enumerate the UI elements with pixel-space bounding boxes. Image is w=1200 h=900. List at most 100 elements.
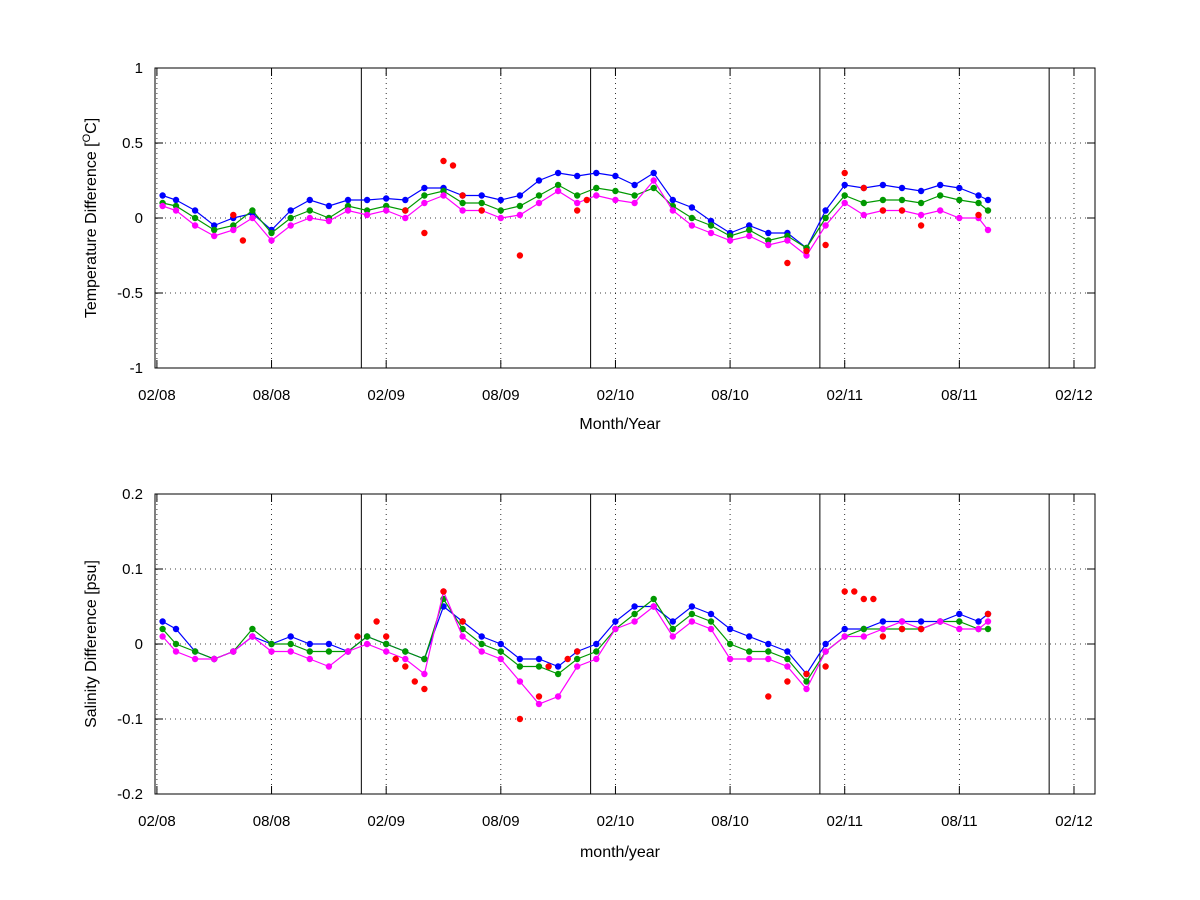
salinity-series-3-point-12 — [564, 655, 571, 663]
salinity-series-2-point-43 — [975, 625, 982, 633]
salinity-series-1-point-19 — [516, 663, 524, 670]
temperature-series-0-point-19 — [516, 192, 524, 199]
salinity-series-1-point-29 — [707, 618, 715, 625]
salinity-y-axis-label: Salinity Difference [psu] — [83, 560, 100, 728]
salinity-series-3-point-10 — [535, 693, 543, 700]
salinity-series-2-point-44 — [984, 618, 992, 625]
salinity-series-0-point-25 — [631, 603, 638, 610]
temperature-series-2-point-14 — [421, 199, 428, 207]
salinity-series-2-point-27 — [669, 633, 676, 640]
salinity-series-3-point-4 — [402, 663, 409, 670]
temperature-series-0-point-12 — [383, 195, 390, 202]
salinity-series-2-point-33 — [784, 663, 791, 670]
temperature-series-3-point-12 — [803, 247, 810, 255]
salinity-series-2-point-12 — [383, 648, 390, 655]
salinity-series-3-point-3 — [392, 655, 399, 663]
temperature-series-2-point-29 — [707, 229, 715, 237]
salinity-series-1-point-11 — [363, 633, 371, 640]
salinity-series-2-point-24 — [612, 625, 619, 633]
temperature-series-2-point-11 — [363, 211, 371, 219]
temperature-series-0-point-10 — [344, 196, 352, 204]
temperature-series-1-point-2 — [191, 214, 199, 222]
salinity-series-3-point-6 — [421, 685, 428, 693]
temperature-series-2-point-33 — [784, 237, 791, 244]
temperature-series-2-point-32 — [765, 241, 772, 249]
temperature-series-2-point-21 — [554, 187, 562, 195]
temperature-series-0-point-39 — [898, 184, 906, 192]
salinity-series-1-point-44 — [984, 625, 992, 633]
temperature-series-1-point-23 — [593, 184, 600, 192]
temperature-series-1-point-8 — [306, 207, 313, 214]
salinity-series-2-point-0 — [159, 633, 166, 640]
temperature-x-tick-label-4: 02/10 — [597, 387, 635, 404]
salinity-series-1-point-21 — [554, 670, 562, 678]
temperature-series-2-point-9 — [325, 217, 333, 225]
salinity-series-2-point-17 — [478, 648, 485, 655]
salinity-series-1-point-18 — [497, 648, 504, 655]
salinity-series-3-point-15 — [784, 678, 791, 685]
salinity-series-0-point-20 — [535, 655, 543, 663]
salinity-x-tick-label-7: 08/11 — [941, 813, 977, 830]
temperature-series-2-point-12 — [383, 207, 390, 214]
salinity-series-3-point-7 — [440, 588, 447, 595]
temperature-series-2-point-13 — [402, 214, 409, 222]
temperature-series-0-point-29 — [707, 217, 715, 225]
temperature-series-1-point-17 — [478, 199, 485, 207]
temperature-series-2-point-20 — [535, 199, 543, 207]
temperature-series-2-point-27 — [669, 207, 676, 214]
temperature-series-1-point-37 — [860, 199, 867, 207]
temperature-series-2-point-6 — [268, 237, 275, 244]
temperature-series-1-point-25 — [631, 192, 638, 199]
temperature-vertical-lines — [360, 68, 1050, 368]
temperature-series-0-point-17 — [478, 192, 485, 199]
salinity-vertical-lines — [360, 494, 1050, 794]
temperature-series-3-point-2 — [402, 207, 409, 214]
temperature-series-0-point-27 — [669, 196, 676, 204]
salinity-series-2-point-41 — [937, 618, 944, 625]
salinity-series-0-point-19 — [516, 655, 524, 663]
temperature-series-0-point-22 — [574, 172, 581, 180]
temperature-series-1-point-31 — [746, 226, 753, 234]
temperature-series-2-point-16 — [459, 207, 466, 214]
salinity-series-2-point-26 — [650, 603, 657, 610]
temperature-series-2-point-42 — [956, 214, 963, 222]
salinity-series-1-point-9 — [325, 648, 333, 655]
salinity-series-0-point-38 — [879, 618, 887, 625]
salinity-series-3-point-16 — [803, 670, 810, 678]
temperature-series-2-point-15 — [440, 192, 447, 199]
temperature-series-3-point-5 — [449, 162, 457, 169]
temperature-series — [159, 157, 992, 267]
salinity-series-1-point-16 — [459, 625, 466, 633]
temperature-y-tick-label-1: -0.5 — [117, 285, 143, 302]
temperature-series-0-point-23 — [593, 169, 600, 177]
salinity-series-2-point-31 — [746, 655, 753, 663]
salinity-series-1-point-0 — [159, 625, 166, 633]
salinity-series-1-point-33 — [784, 655, 791, 663]
temperature-y-tick-label-2: 0 — [135, 210, 143, 227]
temperature-series-2-point-7 — [287, 222, 294, 229]
temperature-series-3-point-18 — [917, 222, 925, 229]
temperature-series-2-point-37 — [860, 211, 867, 219]
temperature-ticks: 02/08 08/08 02/09 08/09 02/10 08/10 02/11 08/11… — [117, 60, 1095, 404]
temperature-series-2-point-28 — [688, 222, 696, 229]
temperature-series-0-point-43 — [975, 192, 982, 199]
salinity-x-tick-label-0: 02/08 — [138, 813, 176, 830]
salinity-series-3-point-18 — [841, 588, 848, 595]
salinity-series-1-point-32 — [765, 648, 772, 655]
temperature-series-1-point-32 — [765, 237, 772, 244]
salinity-series-3-point-22 — [879, 633, 887, 640]
salinity-x-tick-label-1: 08/08 — [253, 813, 291, 830]
salinity-series-2-point-16 — [459, 633, 466, 640]
temperature-series-0-point-42 — [956, 184, 963, 192]
salinity-series-2-point-7 — [287, 648, 294, 655]
temperature-y-label-tail: C] — [83, 118, 100, 134]
salinity-series-0-point-31 — [746, 633, 753, 640]
temperature-series-1-point-22 — [574, 192, 581, 199]
temperature-series-0-point-41 — [937, 181, 944, 189]
temperature-series-2-point-5 — [249, 214, 256, 222]
salinity-series-3-point-19 — [851, 588, 858, 595]
temperature-series-2-point-26 — [650, 177, 657, 184]
salinity-series-2-point-42 — [956, 625, 963, 633]
